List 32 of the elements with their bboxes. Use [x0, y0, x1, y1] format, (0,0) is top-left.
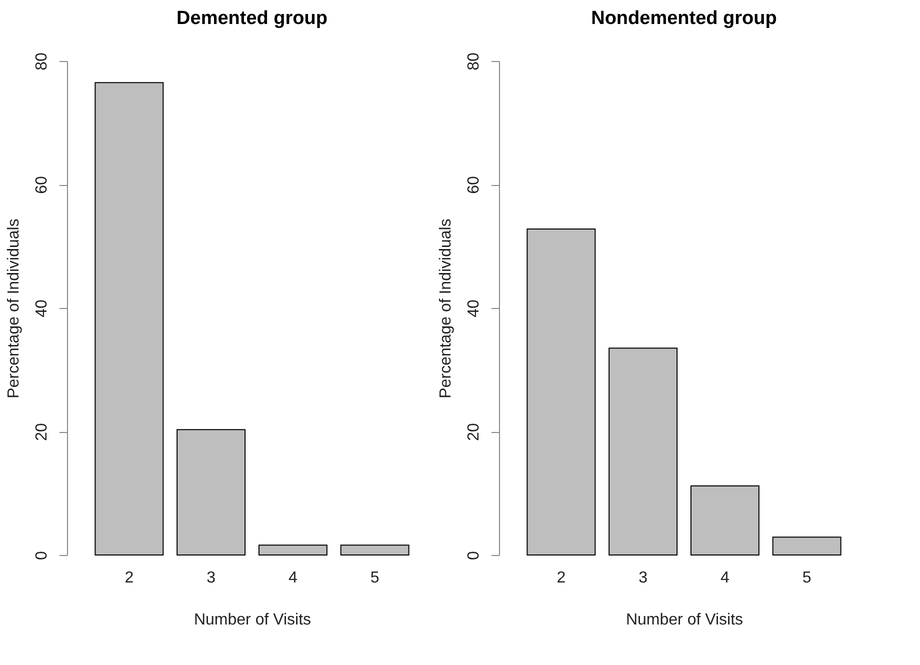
x-axis-title: Number of Visits: [194, 612, 312, 628]
x-tick-label: 3: [206, 570, 216, 586]
y-axis-title: Percentage of Individuals: [6, 218, 22, 398]
y-tick-label: 0: [466, 550, 482, 560]
y-tick-label: 20: [34, 423, 50, 441]
x-tick-label: 5: [802, 570, 812, 586]
y-tick-label: 80: [34, 52, 50, 70]
x-tick-label: 5: [370, 570, 380, 586]
bar: [526, 228, 596, 556]
y-tick-label: 40: [466, 300, 482, 318]
bar: [94, 82, 164, 556]
bar: [772, 536, 842, 556]
chart-title: Demented group: [176, 8, 328, 30]
x-tick-label: 2: [556, 570, 566, 586]
x-axis-title: Number of Visits: [626, 612, 744, 628]
y-tick-label: 20: [466, 423, 482, 441]
y-tick-label: 60: [466, 176, 482, 194]
y-tick-label: 0: [34, 550, 50, 560]
x-tick-label: 4: [720, 570, 730, 586]
y-tick-label: 60: [34, 176, 50, 194]
y-tick-label: 40: [34, 300, 50, 318]
bar: [176, 429, 246, 556]
bar: [340, 544, 410, 556]
y-tick-label: 80: [466, 52, 482, 70]
bar: [608, 348, 678, 556]
x-tick-label: 2: [124, 570, 134, 586]
bar: [690, 485, 760, 556]
bar: [258, 544, 328, 556]
y-axis-title: Percentage of Individuals: [438, 218, 454, 398]
chart-title: Nondemented group: [591, 8, 777, 30]
x-tick-label: 4: [288, 570, 298, 586]
x-tick-label: 3: [638, 570, 648, 586]
